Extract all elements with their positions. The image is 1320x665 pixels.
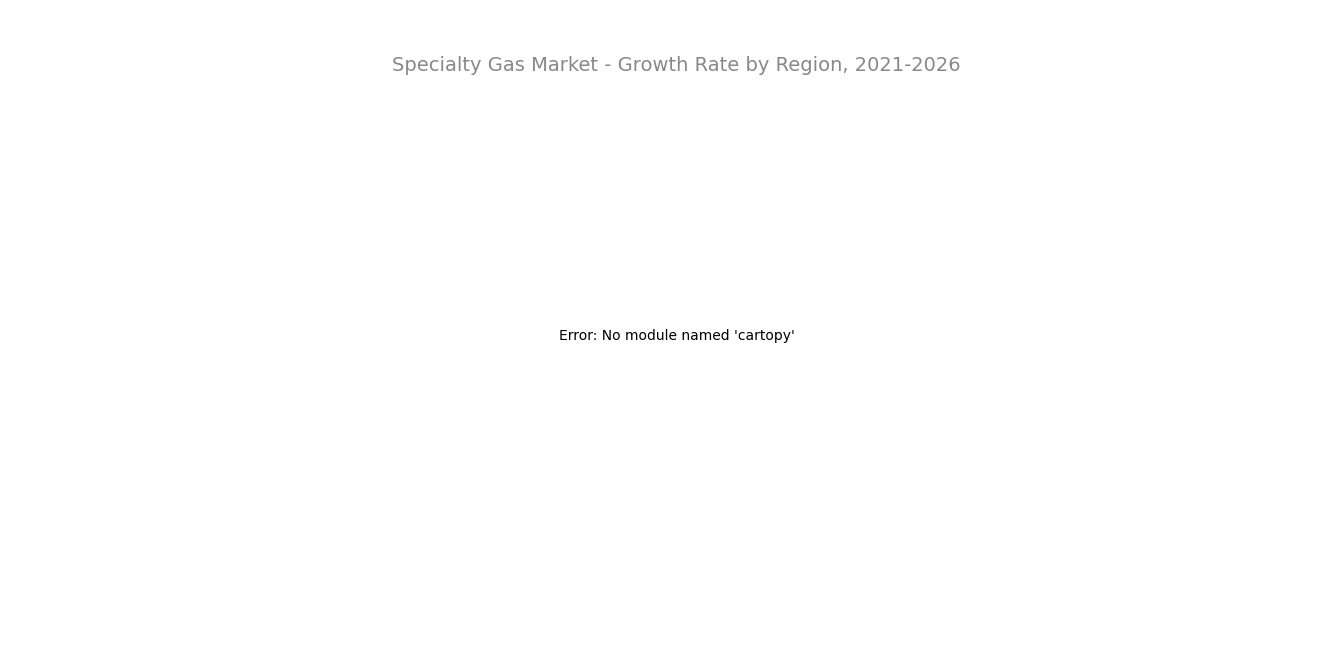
Text: Error: No module named 'cartopy': Error: No module named 'cartopy' [558, 329, 795, 343]
Title: Specialty Gas Market - Growth Rate by Region, 2021-2026: Specialty Gas Market - Growth Rate by Re… [392, 57, 961, 75]
